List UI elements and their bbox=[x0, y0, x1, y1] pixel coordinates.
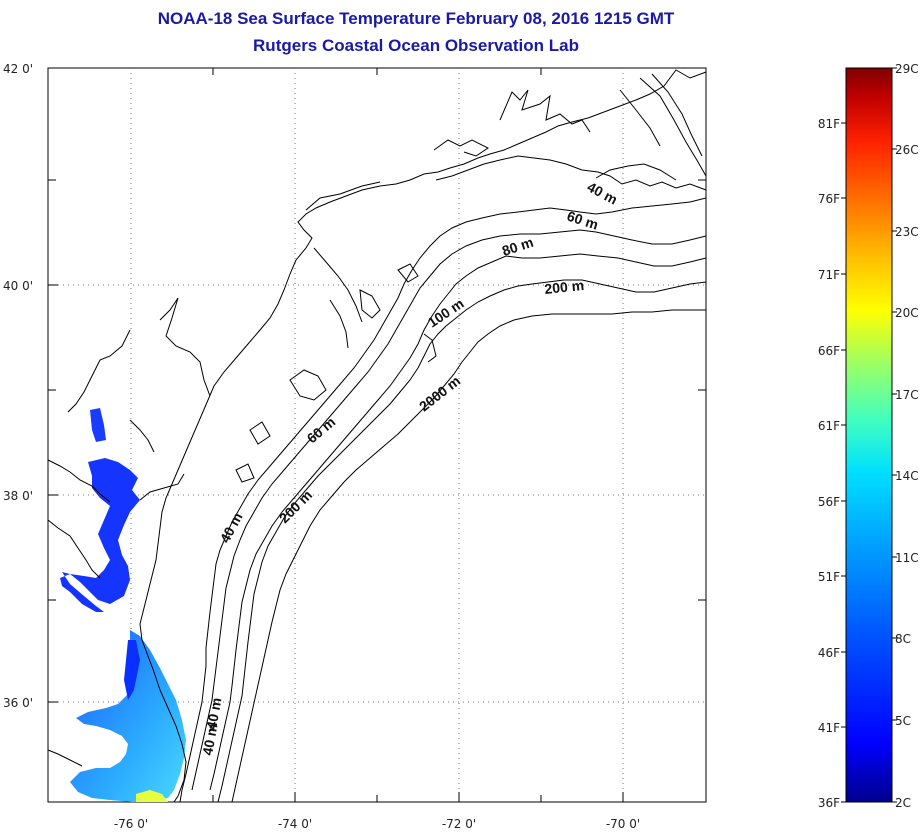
contour-label-40m-south-2: 40 m bbox=[199, 722, 220, 756]
colorbar-label-46f: 46F bbox=[818, 646, 840, 660]
lat-label-42: 42 0' bbox=[3, 62, 33, 76]
map-ticks bbox=[48, 67, 706, 802]
colorbar-label-20c: 20C bbox=[895, 306, 919, 320]
colorbar-label-11c: 11C bbox=[895, 551, 919, 565]
colorbar-label-17c: 17C bbox=[895, 388, 919, 402]
colorbar-label-41f: 41F bbox=[818, 721, 840, 735]
lon-label-74: -74 0' bbox=[278, 817, 312, 831]
contour-label-200m-north: 200 m bbox=[544, 277, 585, 297]
colorbar-label-36f: 36F bbox=[818, 796, 840, 810]
colorbar-ticks bbox=[841, 67, 897, 803]
colorbar-label-76f: 76F bbox=[818, 192, 840, 206]
contour-label-40m-south-1: 40 m bbox=[203, 696, 224, 730]
colorbar-label-23c: 23C bbox=[895, 225, 919, 239]
colorbar-label-14c: 14C bbox=[895, 469, 919, 483]
colorbar-label-2c: 2C bbox=[895, 796, 911, 810]
colorbar-label-8c: 8C bbox=[895, 632, 911, 646]
map-title: NOAA-18 Sea Surface Temperature February… bbox=[157, 9, 675, 28]
coastline bbox=[47, 69, 707, 803]
bathymetry-contours bbox=[179, 73, 707, 803]
colorbar-label-56f: 56F bbox=[818, 495, 840, 509]
lon-label-70: -70 0' bbox=[606, 817, 640, 831]
lat-label-38: 38 0' bbox=[3, 489, 33, 503]
sst-data-overlay bbox=[60, 408, 186, 802]
map-subtitle: Rutgers Coastal Ocean Observation Lab bbox=[253, 36, 579, 55]
colorbar-label-26c: 26C bbox=[895, 143, 919, 157]
lon-label-76: -76 0' bbox=[114, 817, 148, 831]
lat-label-40: 40 0' bbox=[3, 279, 33, 293]
colorbar-label-29c: 29C bbox=[895, 62, 919, 76]
colorbar-label-61f: 61F bbox=[818, 419, 840, 433]
colorbar-label-71f: 71F bbox=[818, 268, 840, 282]
colorbar-label-66f: 66F bbox=[818, 344, 840, 358]
colorbar-label-51f: 51F bbox=[818, 570, 840, 584]
colorbar-label-5c: 5C bbox=[895, 714, 911, 728]
colorbar-label-81f: 81F bbox=[818, 117, 840, 131]
lon-label-72: -72 0' bbox=[442, 817, 476, 831]
colorbar bbox=[845, 67, 893, 803]
lat-label-36: 36 0' bbox=[3, 696, 33, 710]
